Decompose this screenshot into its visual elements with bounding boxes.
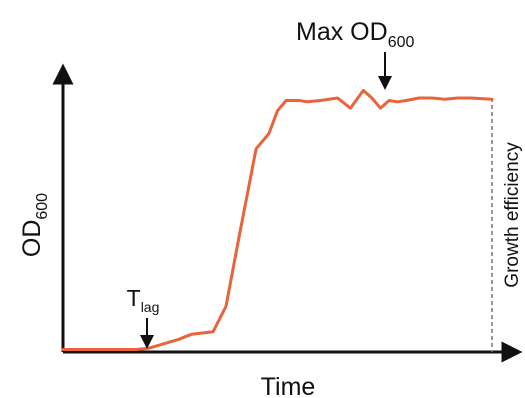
y-axis-label: OD600 (18, 193, 51, 257)
x-axis-label: Time (261, 373, 316, 398)
t-lag-label: Tlag (127, 285, 160, 315)
growth-curve-line (61, 88, 494, 351)
max-od-label: Max OD600 (296, 18, 414, 51)
growth-efficiency-label: Growth efficiency (502, 142, 523, 288)
